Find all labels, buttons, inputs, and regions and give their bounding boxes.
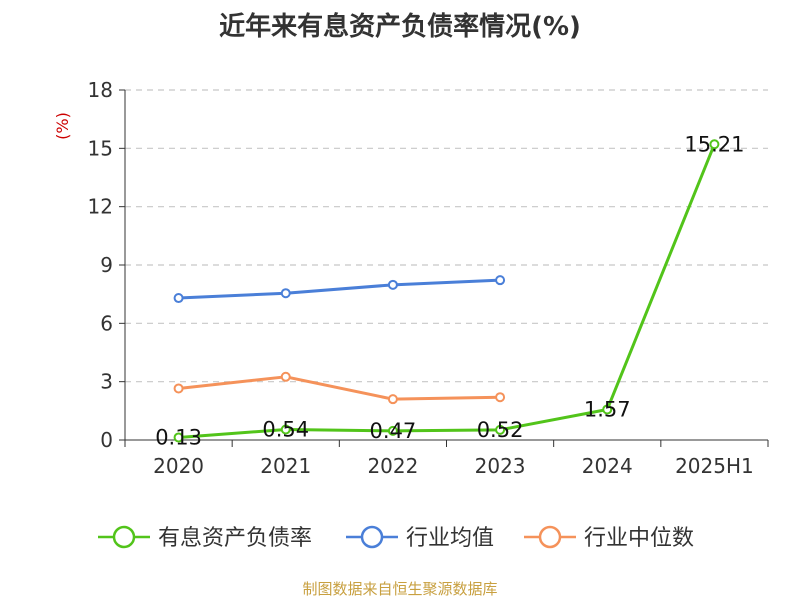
- x-tick-label: 2024: [582, 454, 633, 478]
- y-axis-unit: (%): [53, 112, 72, 140]
- x-tick-label: 2020: [153, 454, 204, 478]
- y-tick-label: 9: [100, 253, 113, 277]
- data-point: [495, 275, 506, 286]
- legend-marker: [360, 525, 384, 549]
- data-point: [280, 424, 291, 435]
- y-tick-label: 15: [88, 136, 113, 160]
- x-tick-label: 2023: [475, 454, 526, 478]
- series-line-0: [178, 143, 716, 439]
- data-point: [495, 424, 506, 435]
- y-tick-label: 18: [88, 78, 113, 102]
- data-point: [280, 288, 291, 299]
- x-tick-label: 2025H1: [675, 454, 754, 478]
- data-point: [709, 139, 720, 150]
- data-point: [387, 279, 398, 290]
- data-point: [387, 425, 398, 436]
- data-label: 0.54: [262, 418, 309, 442]
- data-point: [387, 394, 398, 405]
- data-point: [602, 404, 613, 415]
- legend-marker: [112, 525, 136, 549]
- data-label: 0.52: [477, 418, 524, 442]
- data-label: 15.21: [684, 132, 744, 156]
- data-point: [173, 432, 184, 443]
- chart-title: 近年来有息资产负债率情况(%): [219, 12, 581, 42]
- series-line-2: [178, 375, 501, 401]
- data-label: 1.57: [584, 397, 631, 421]
- legend-marker: [538, 525, 562, 549]
- data-source-note: 制图数据来自恒生聚源数据库: [302, 580, 498, 598]
- data-label: 0.13: [155, 425, 202, 449]
- legend-label: 行业均值: [406, 526, 494, 551]
- series-line-1: [178, 278, 501, 300]
- x-tick-label: 2022: [367, 454, 418, 478]
- y-tick-label: 3: [100, 370, 113, 394]
- legend-label: 有息资产负债率: [158, 526, 312, 551]
- data-point: [495, 392, 506, 403]
- data-label: 0.47: [370, 419, 417, 443]
- legend-label: 行业中位数: [584, 526, 694, 551]
- y-tick-label: 12: [88, 195, 113, 219]
- y-tick-label: 0: [100, 428, 113, 452]
- y-tick-label: 6: [100, 311, 113, 335]
- data-point: [173, 383, 184, 394]
- data-point: [280, 371, 291, 382]
- x-tick-label: 2021: [260, 454, 311, 478]
- data-point: [173, 293, 184, 304]
